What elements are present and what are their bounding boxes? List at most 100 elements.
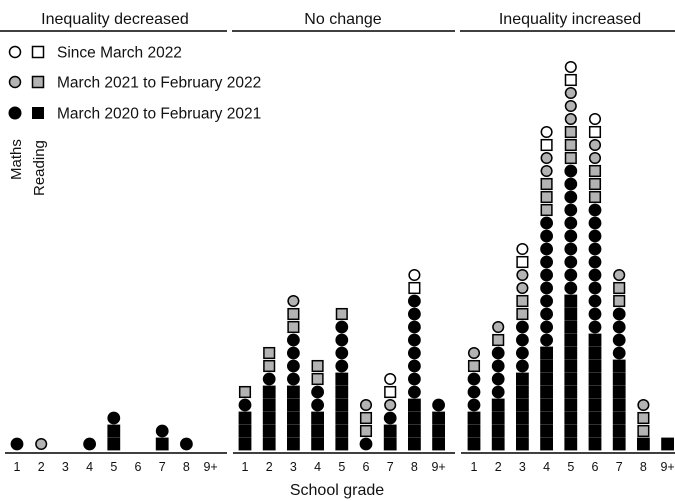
x-axis-label: School grade: [290, 482, 384, 499]
maths-dot: [383, 411, 397, 425]
legend: Since March 2022 March 2021 to February …: [8, 45, 261, 197]
reading-square: [335, 411, 349, 425]
maths-dot: [407, 346, 421, 360]
maths-dot: [179, 437, 193, 451]
reading-square: [491, 424, 505, 438]
reading-square: [263, 346, 276, 360]
panel-title-increased: Inequality increased: [499, 11, 641, 28]
tick-labels: 1 2 3 4 5 6 7 8 9+ 1 2 3 4 5 6 7 8 9+ 1 2 3 4 5 6 7 8 9+: [14, 460, 675, 474]
maths-dot: [516, 281, 529, 295]
reading-square: [588, 177, 602, 191]
reading-square: [408, 281, 421, 295]
reading-square: [588, 372, 602, 386]
reading-square: [384, 385, 397, 399]
maths-dot: [492, 320, 505, 334]
reading-square: [155, 437, 169, 451]
x-tick-label: 1: [471, 460, 478, 474]
maths-dot: [540, 307, 553, 321]
reading-square: [407, 398, 421, 412]
reading-square: [286, 398, 300, 412]
x-tick-label: 3: [62, 460, 69, 474]
reading-square: [540, 411, 553, 425]
legend-circle-marker: [8, 45, 22, 59]
reading-square: [540, 359, 553, 373]
legend-square-marker: [32, 107, 44, 119]
maths-dot: [516, 242, 529, 256]
reading-square: [516, 411, 529, 425]
reading-square: [540, 385, 553, 399]
maths-dot: [491, 385, 505, 399]
maths-dot: [107, 411, 121, 425]
maths-dot: [83, 437, 96, 451]
reading-square: [588, 125, 602, 139]
maths-dot: [564, 60, 577, 74]
reading-square: [407, 411, 421, 425]
x-tick-label: 2: [495, 460, 502, 474]
maths-dot: [384, 398, 397, 412]
reading-square: [492, 333, 505, 347]
maths-dot: [588, 307, 602, 321]
maths-dot: [540, 294, 553, 308]
reading-square: [540, 138, 553, 152]
legend-reading-label: Reading: [31, 140, 48, 196]
reading-square: [516, 385, 529, 399]
maths-dot: [540, 242, 553, 256]
reading-square: [540, 190, 553, 204]
maths-dot: [564, 268, 578, 282]
maths-dot: [588, 151, 602, 165]
x-tick-label: 6: [363, 460, 370, 474]
reading-square: [564, 333, 578, 347]
maths-dot: [467, 372, 481, 386]
reading-square: [467, 424, 481, 438]
maths-dot: [408, 268, 421, 282]
reading-square: [540, 203, 553, 217]
reading-square: [311, 411, 325, 425]
maths-dot: [287, 294, 300, 308]
reading-square: [238, 437, 252, 451]
reading-square: [612, 359, 626, 373]
reading-square: [588, 411, 602, 425]
reading-square: [564, 346, 578, 360]
maths-dot: [612, 346, 626, 360]
x-tick-label: 8: [411, 460, 418, 474]
maths-dot: [564, 281, 578, 295]
reading-square: [564, 359, 578, 373]
x-tick-label: 9+: [431, 460, 445, 474]
maths-dot: [564, 255, 578, 269]
reading-square: [612, 411, 626, 425]
maths-dot: [516, 359, 529, 373]
maths-dot: [540, 281, 553, 295]
maths-dot: [540, 229, 553, 243]
reading-square: [516, 437, 529, 451]
maths-dot: [432, 398, 446, 412]
x-tick-label: 2: [38, 460, 45, 474]
reading-square: [516, 372, 529, 386]
maths-dot: [516, 320, 529, 334]
maths-dot: [540, 333, 553, 347]
reading-square: [588, 190, 602, 204]
reading-square: [467, 359, 481, 373]
reading-square: [564, 294, 578, 308]
maths-dot: [540, 216, 553, 230]
reading-square: [564, 73, 577, 87]
reading-square: [491, 411, 505, 425]
reading-square: [564, 151, 577, 165]
reading-square: [588, 359, 602, 373]
reading-square: [516, 424, 529, 438]
maths-dot: [359, 437, 373, 451]
maths-dot: [588, 203, 602, 217]
maths-dot: [540, 125, 553, 139]
maths-dot: [407, 307, 421, 321]
reading-square: [612, 385, 626, 399]
reading-square: [588, 398, 602, 412]
maths-dot: [311, 398, 325, 412]
reading-square: [588, 437, 602, 451]
x-tick-label: 3: [290, 460, 297, 474]
maths-dot: [335, 333, 349, 347]
reading-square: [564, 385, 578, 399]
x-tick-label: 2: [266, 460, 273, 474]
panel-headers: Inequality decreased No change Inequalit…: [0, 11, 675, 32]
chart-marks: [10, 60, 674, 451]
maths-dot: [311, 385, 325, 399]
